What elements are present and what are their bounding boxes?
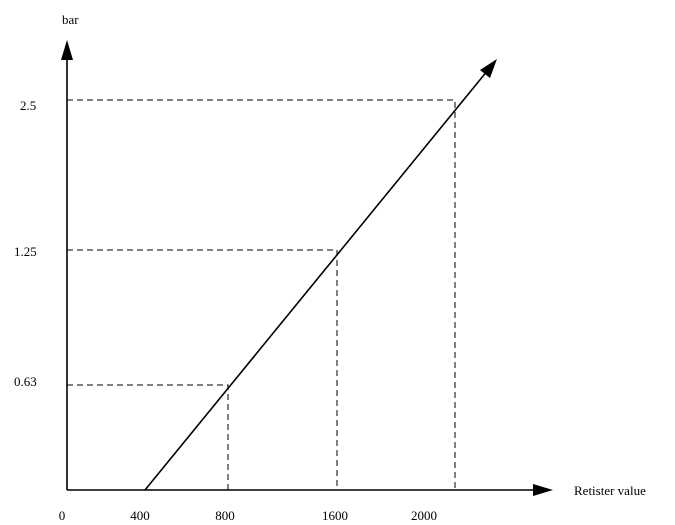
x-tick-label: 0 (59, 508, 66, 523)
line-arrow (480, 59, 497, 78)
x-tick-label: 400 (130, 508, 150, 523)
y-tick-label: 1.25 (14, 244, 37, 259)
x-tick-label: 1600 (322, 508, 348, 523)
x-axis-label: Retister value (574, 483, 646, 498)
y-axis-arrow (61, 40, 73, 60)
y-tick-label: 2.5 (20, 98, 36, 113)
x-tick-label: 2000 (411, 508, 437, 523)
guide-0-63 (67, 384, 229, 490)
characteristic-line (144, 69, 489, 491)
y-axis-label: bar (62, 12, 79, 27)
x-axis-arrow (533, 484, 553, 496)
x-tick-label: 800 (215, 508, 235, 523)
guide-1-25 (67, 249, 338, 490)
y-tick-label: 0.63 (14, 374, 37, 389)
